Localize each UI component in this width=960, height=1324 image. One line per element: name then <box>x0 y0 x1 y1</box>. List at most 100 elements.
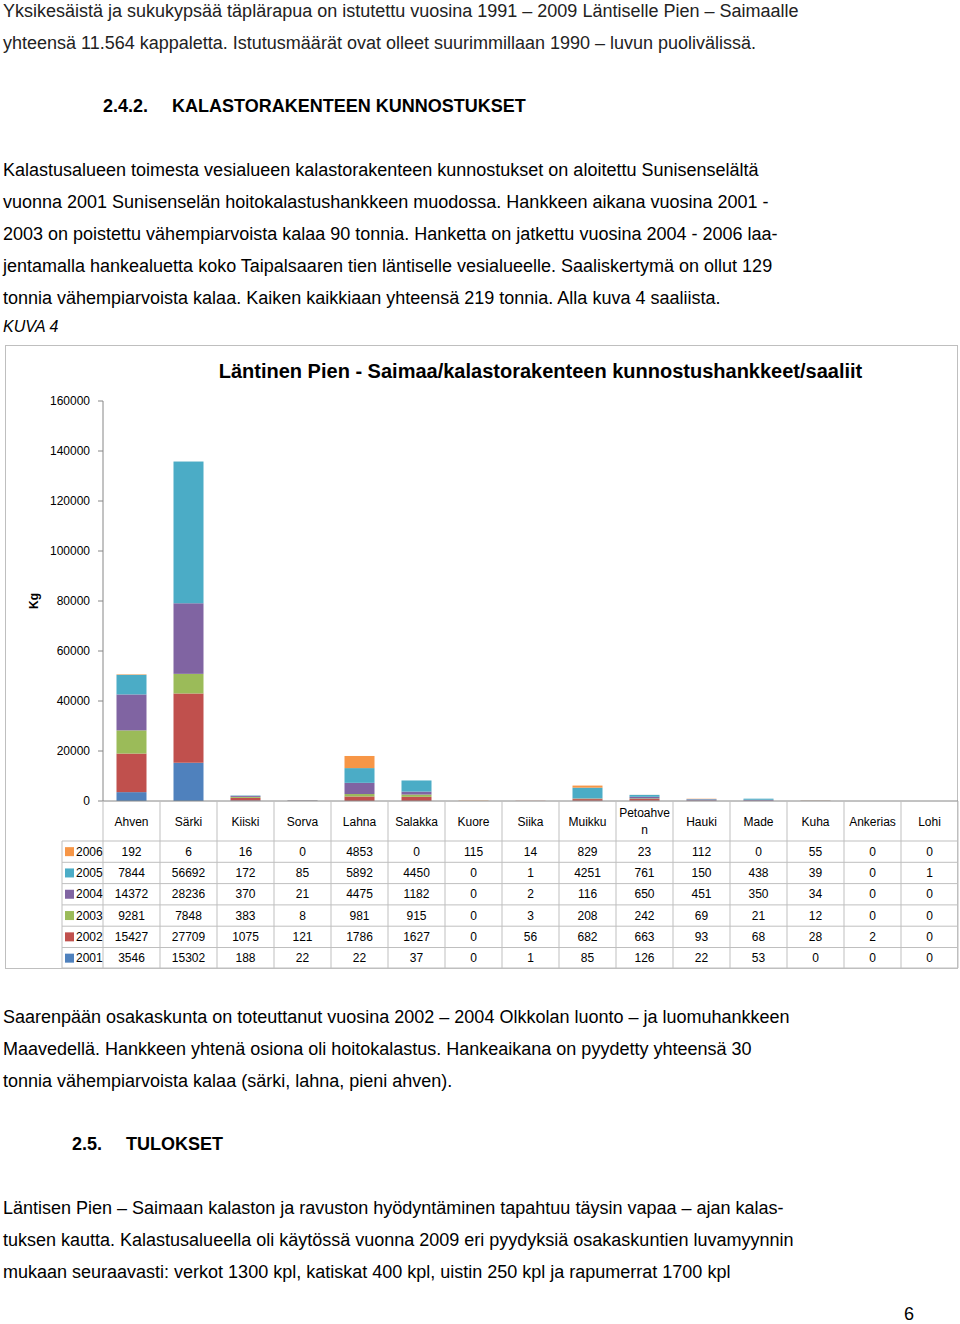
legend-label: 2001 <box>76 951 103 965</box>
paragraph-line: 2003 on poistettu vähempiarvoista kalaa … <box>3 224 778 244</box>
bar-segment <box>630 795 660 797</box>
table-value: 7844 <box>118 866 145 880</box>
table-row-line <box>62 968 958 969</box>
table-value: 761 <box>634 866 654 880</box>
paragraph-line: vuonna 2001 Sunisenselän hoitokalastusha… <box>3 192 769 212</box>
table-value: 0 <box>926 930 933 944</box>
category-label-line: n <box>641 823 648 837</box>
paragraph-line: Läntisen Pien – Saimaan kalaston ja ravu… <box>3 1198 784 1218</box>
legend-label: 2006 <box>76 845 103 859</box>
chart-frame <box>6 346 958 969</box>
section-number: 2.5. <box>72 1134 102 1154</box>
table-value: 22 <box>353 951 367 965</box>
bar-segment <box>345 783 375 794</box>
table-value: 39 <box>809 866 823 880</box>
table-value: 53 <box>752 951 766 965</box>
table-value: 242 <box>634 909 654 923</box>
legend-swatch <box>65 954 74 963</box>
legend-label: 2003 <box>76 909 103 923</box>
bar-segment <box>174 763 204 801</box>
table-value: 56 <box>524 930 538 944</box>
table-col-line <box>502 801 503 968</box>
table-value: 0 <box>470 951 477 965</box>
table-value: 28236 <box>172 887 206 901</box>
bar-segment <box>117 754 147 793</box>
category-label: Made <box>743 815 773 829</box>
table-value: 0 <box>869 845 876 859</box>
bar-segment <box>402 797 432 801</box>
y-tick <box>98 551 103 552</box>
table-value: 0 <box>869 909 876 923</box>
table-value: 188 <box>235 951 255 965</box>
bar-segment <box>744 799 774 800</box>
bar-segment <box>402 795 432 797</box>
bar-segment <box>231 795 261 796</box>
table-col-line <box>445 801 446 968</box>
legend-swatch <box>65 890 74 899</box>
table-value: 0 <box>869 866 876 880</box>
category-label: Kiiski <box>231 815 259 829</box>
table-value: 350 <box>748 887 768 901</box>
y-tick-label: 100000 <box>50 544 90 558</box>
table-value: 85 <box>581 951 595 965</box>
intro-line: Yksikesäistä ja sukukypsää täplärapua on… <box>3 1 799 21</box>
table-value: 126 <box>634 951 654 965</box>
paragraph-line: Saarenpään osakaskunta on toteuttanut vu… <box>3 1007 790 1027</box>
table-value: 1627 <box>403 930 430 944</box>
legend-swatch <box>65 847 74 856</box>
y-tick-label: 120000 <box>50 494 90 508</box>
y-tick <box>98 701 103 702</box>
category-label: Hauki <box>686 815 717 829</box>
table-value: 22 <box>296 951 310 965</box>
paragraph-line: jentamalla hankealuetta koko Taipalsaare… <box>2 256 772 276</box>
bar-segment <box>744 798 774 799</box>
section-title: KALASTORAKENTEEN KUNNOSTUKSET <box>172 96 526 116</box>
y-tick-label: 20000 <box>57 744 91 758</box>
table-value: 6 <box>185 845 192 859</box>
table-row-line <box>62 926 958 927</box>
table-value: 1075 <box>232 930 259 944</box>
table-col-line <box>388 801 389 968</box>
bar-segment <box>345 794 375 796</box>
bar-segment <box>174 603 204 674</box>
table-value: 0 <box>869 951 876 965</box>
y-tick-label: 60000 <box>57 644 91 658</box>
table-value: 22 <box>695 951 709 965</box>
table-value: 0 <box>926 909 933 923</box>
bar-segment <box>174 461 204 462</box>
table-col-line <box>730 801 731 968</box>
legend-swatch <box>65 868 74 877</box>
paragraph-line: mukaan seuraavasti: verkot 1300 kpl, kat… <box>3 1262 730 1282</box>
category-label: Ankerias <box>849 815 896 829</box>
table-row-line <box>62 947 958 948</box>
y-tick <box>98 501 103 502</box>
table-value: 9281 <box>118 909 145 923</box>
bar-segment <box>174 693 204 762</box>
bar-segment <box>402 792 432 795</box>
table-value: 682 <box>577 930 597 944</box>
bar-segment <box>345 796 375 800</box>
figure-label: KUVA 4 <box>3 318 59 335</box>
table-value: 1 <box>527 866 534 880</box>
table-value: 1182 <box>404 887 430 901</box>
y-tick <box>98 401 103 402</box>
table-value: 116 <box>578 887 597 901</box>
table-row-line <box>62 904 958 905</box>
category-label: Salakka <box>395 815 438 829</box>
category-label: Kuore <box>457 815 489 829</box>
table-value: 37 <box>410 951 424 965</box>
paragraph-line: Kalastusalueen toimesta vesialueen kalas… <box>3 160 759 180</box>
bar-segment <box>687 799 717 800</box>
table-value: 663 <box>634 930 654 944</box>
category-label: Muikku <box>568 815 606 829</box>
table-value: 192 <box>121 845 141 859</box>
category-label: Särki <box>175 815 202 829</box>
bar-segment <box>117 694 147 730</box>
table-value: 829 <box>577 845 597 859</box>
table-value: 115 <box>464 845 483 859</box>
y-tick <box>98 601 103 602</box>
bar-segment <box>402 780 432 781</box>
bar-segment <box>573 786 603 788</box>
intro-line: yhteensä 11.564 kappaletta. Istutusmäärä… <box>3 33 756 53</box>
table-value: 0 <box>470 887 477 901</box>
